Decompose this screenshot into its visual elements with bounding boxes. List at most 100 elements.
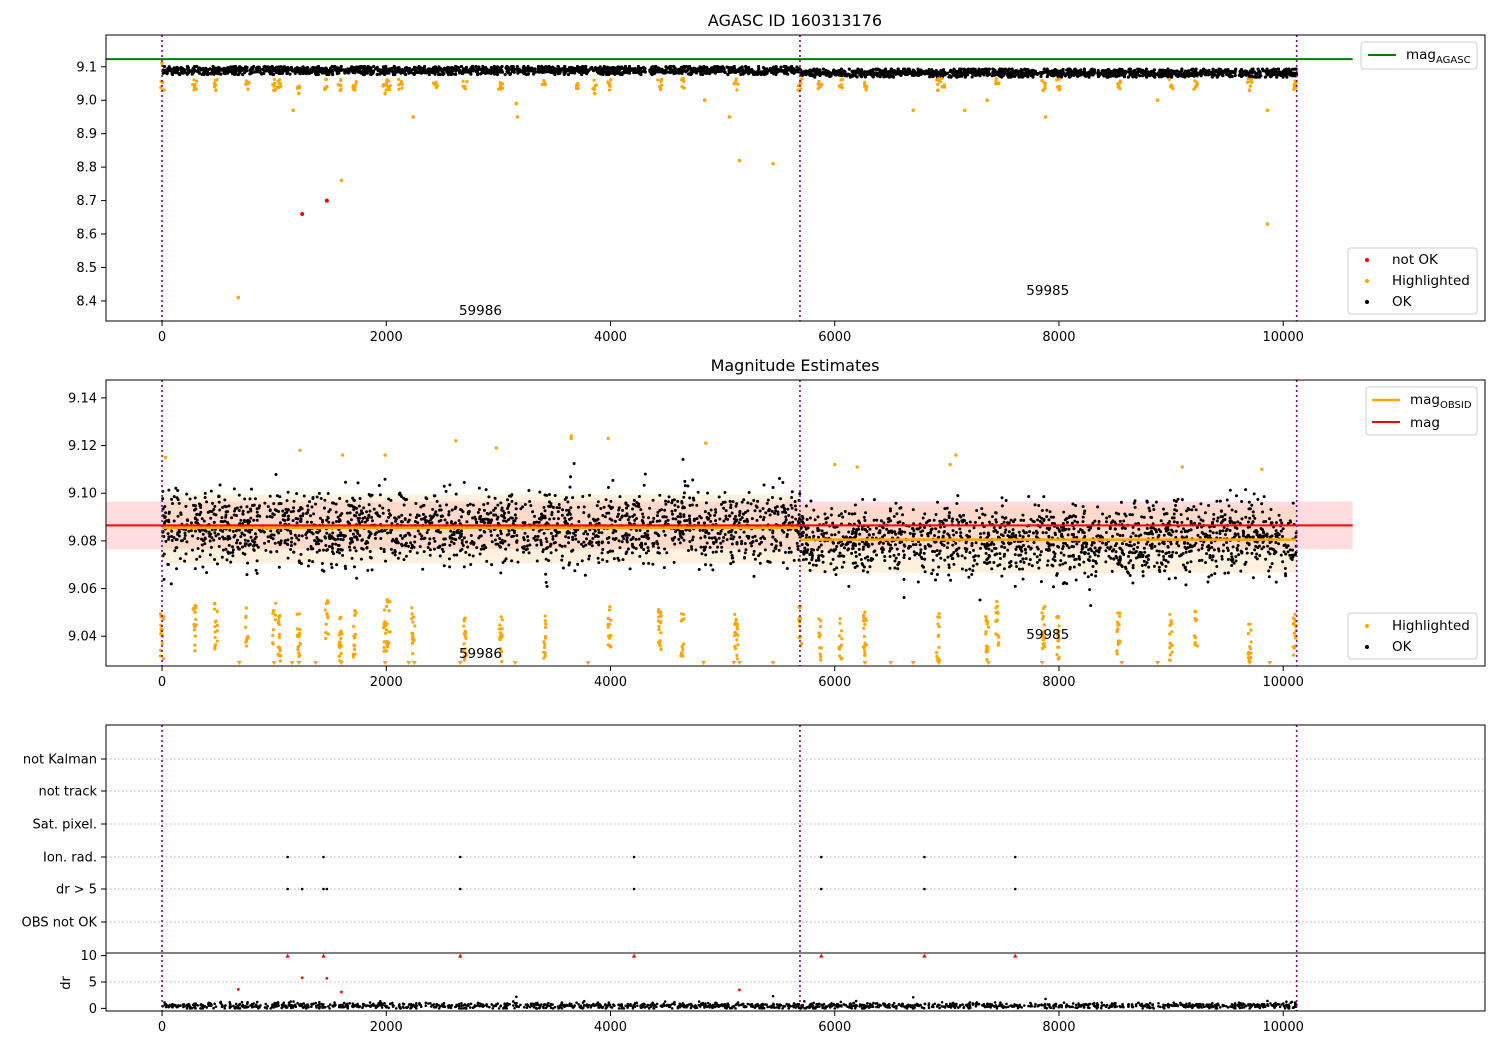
ok-point <box>699 536 703 540</box>
ok-point <box>483 70 487 74</box>
ok-point <box>1024 67 1028 72</box>
ok-point <box>790 64 794 69</box>
ok-point <box>602 64 606 69</box>
ok-point <box>402 69 406 73</box>
ok-point <box>243 68 247 73</box>
ok-point <box>858 70 863 74</box>
ok-point <box>1210 558 1214 562</box>
ok-point <box>312 512 316 516</box>
ok-point <box>1137 527 1141 531</box>
ok-point <box>211 64 215 69</box>
ok-point <box>859 557 863 561</box>
ok-point <box>819 543 823 547</box>
ok-point <box>167 488 171 492</box>
ok-point <box>425 68 429 72</box>
ok-point <box>244 528 248 532</box>
ok-point <box>997 72 1001 76</box>
ok-point <box>516 71 520 75</box>
ok-point <box>977 516 981 520</box>
highlighted-point <box>660 83 664 87</box>
ok-point <box>582 511 586 515</box>
ok-point <box>959 74 964 78</box>
ok-point <box>213 557 217 561</box>
highlighted-point <box>433 83 437 87</box>
ok-point <box>968 529 972 533</box>
ok-point <box>1113 527 1117 531</box>
panel1-ok-points <box>161 64 1299 79</box>
ok-point <box>1013 74 1017 78</box>
ok-point <box>265 515 269 519</box>
ok-point <box>1014 547 1018 551</box>
ok-point <box>742 530 746 534</box>
ok-point <box>689 69 694 74</box>
ok-point <box>1076 70 1080 74</box>
highlighted-point <box>384 84 389 88</box>
ok-point <box>1129 535 1133 539</box>
panel1-frame <box>105 34 1486 322</box>
ok-point <box>664 499 668 503</box>
panel1-ytick-label-7: 9.1 <box>76 60 97 75</box>
ok-point <box>593 529 597 533</box>
ok-point <box>689 545 693 549</box>
ok-point <box>1114 550 1118 554</box>
ok-point <box>639 508 643 512</box>
ok-point <box>638 72 642 76</box>
ok-point <box>1268 565 1272 569</box>
ok-point <box>808 516 812 520</box>
ok-point <box>605 511 609 515</box>
ok-point <box>944 518 948 522</box>
ok-point <box>302 494 306 498</box>
ok-point <box>349 518 353 522</box>
highlighted-point <box>213 83 218 87</box>
ok-point <box>952 70 956 74</box>
ok-point <box>1090 573 1094 577</box>
ok-point <box>1062 510 1066 514</box>
ok-point <box>1148 509 1152 513</box>
ok-point <box>968 551 972 555</box>
ok-point <box>1253 75 1257 79</box>
panel1-legend-top-box <box>1360 41 1478 70</box>
ok-point <box>855 75 859 79</box>
ok-point <box>1140 515 1144 519</box>
ok-point <box>924 71 928 75</box>
ok-point <box>455 65 459 69</box>
ok-point <box>1266 550 1270 554</box>
ok-point <box>1145 561 1149 565</box>
ok-point <box>987 520 991 524</box>
ok-point <box>437 65 441 69</box>
ok-point <box>441 68 446 72</box>
ok-point <box>1196 533 1200 537</box>
ok-point <box>1096 505 1100 509</box>
ok-point <box>1240 500 1244 504</box>
highlighted-point <box>397 77 401 81</box>
ok-point <box>1260 502 1264 506</box>
ok-point <box>465 69 469 73</box>
ok-point <box>360 520 364 524</box>
ok-point <box>246 561 250 565</box>
ok-point <box>812 534 816 538</box>
ok-point <box>353 71 357 75</box>
ok-point <box>1036 71 1040 76</box>
ok-point <box>437 67 441 72</box>
ok-point <box>374 67 378 71</box>
ok-point <box>908 531 912 535</box>
ok-point <box>1145 526 1149 530</box>
ok-point <box>1051 74 1056 78</box>
ok-point <box>729 503 733 507</box>
ok-point <box>938 549 942 553</box>
ok-point <box>381 69 385 73</box>
ok-point <box>233 71 237 75</box>
ok-point <box>709 508 713 512</box>
ok-point <box>1265 67 1269 71</box>
ok-point <box>1281 527 1285 531</box>
ok-point <box>475 67 479 71</box>
ok-point <box>408 513 412 517</box>
ok-point <box>771 65 776 69</box>
ok-point <box>544 557 548 561</box>
ok-point <box>1170 528 1174 532</box>
panel1-xtick-label-4: 8000 <box>1042 330 1075 345</box>
ok-point <box>1163 569 1167 573</box>
ok-point <box>382 550 386 554</box>
ok-point <box>551 537 555 541</box>
